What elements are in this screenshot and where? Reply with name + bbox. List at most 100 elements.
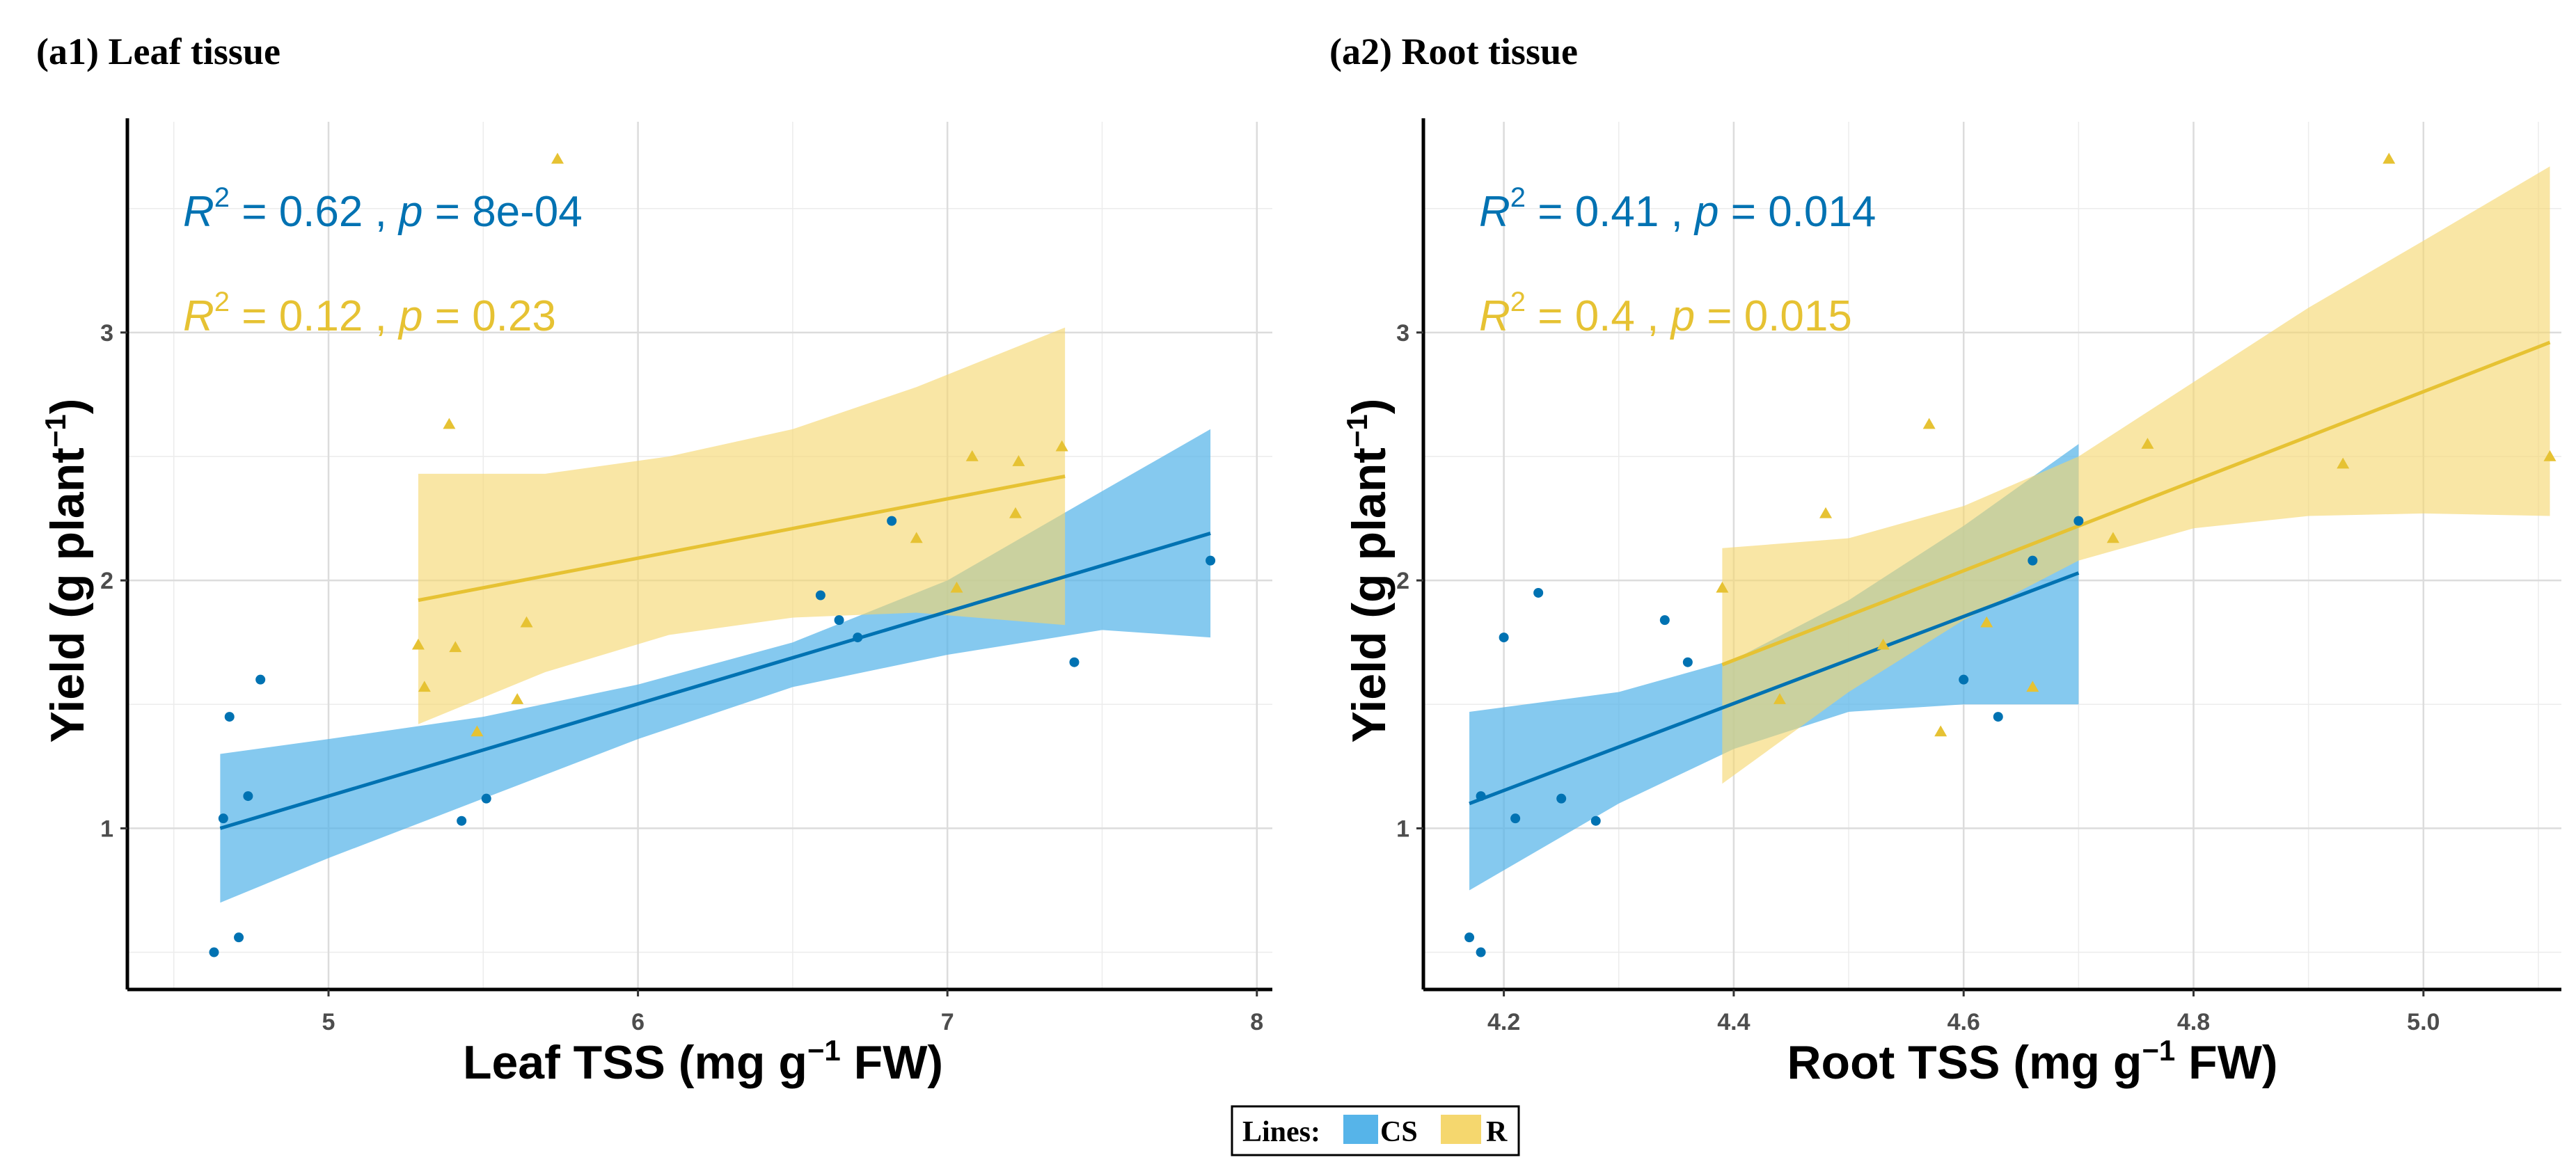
y-axis-title: Yield (g plant−1) — [39, 399, 94, 743]
fit-line-cs — [219, 532, 1211, 830]
legend: Lines: CS R — [1231, 1105, 1520, 1156]
x-tick-label: 6 — [631, 1009, 645, 1035]
legend-swatch-cs — [1343, 1115, 1378, 1144]
data-point-cs — [1464, 932, 1475, 943]
data-point-r — [1009, 507, 1022, 518]
x-tick-label: 4.6 — [1947, 1009, 1980, 1035]
data-point-cs — [1993, 712, 2003, 722]
fit-lines — [219, 475, 1211, 830]
axes — [1421, 118, 2561, 992]
data-point-cs — [457, 816, 467, 826]
legend-item-r: R — [1486, 1116, 1508, 1148]
stat-cs: R2 = 0.41 , p = 0.014 — [1479, 182, 1876, 236]
data-point-r — [2543, 450, 2557, 461]
p-value: = 0.015 — [1695, 292, 1852, 340]
stat-r: R2 = 0.4 , p = 0.015 — [1479, 287, 1852, 340]
r2-sup: 2 — [214, 287, 230, 317]
p-label: p — [397, 292, 422, 340]
data-point-r — [1716, 581, 1729, 593]
r2-label: R — [1479, 292, 1510, 340]
data-point-r — [411, 638, 425, 650]
data-point-cs — [209, 947, 219, 957]
data-point-cs — [1510, 813, 1521, 824]
y-tick-label: 1 — [1396, 816, 1409, 842]
r2-label: R — [183, 188, 214, 236]
data-point-cs — [834, 615, 844, 626]
data-point-r — [1934, 725, 1947, 737]
data-point-cs — [1499, 633, 1509, 643]
p-label: p — [397, 188, 422, 236]
legend-label: Lines: — [1242, 1116, 1320, 1148]
x-tick-label: 7 — [941, 1009, 954, 1035]
data-point-r — [1876, 638, 1890, 650]
data-point-r — [1922, 418, 1936, 429]
data-point-r — [471, 725, 484, 737]
p-value: = 0.014 — [1719, 188, 1876, 236]
y-tick-label: 3 — [1396, 320, 1409, 347]
panel-title: (a1) Leaf tissue — [36, 31, 280, 72]
p-label: p — [1693, 188, 1718, 236]
p-label: p — [1670, 292, 1695, 340]
data-point-cs — [218, 813, 228, 824]
x-tick-label: 4.8 — [2177, 1009, 2210, 1035]
axes — [125, 118, 1272, 992]
data-point-cs — [2073, 516, 2084, 526]
data-point-r — [2141, 438, 2154, 449]
p-value: = 0.23 — [423, 292, 556, 340]
y-tick-label: 3 — [100, 320, 113, 347]
data-point-cs — [255, 674, 266, 685]
tick-labels: 4.2 4.4 4.6 4.8 5.0 1 2 3 — [1396, 320, 2440, 1035]
data-points — [209, 152, 1216, 957]
y-tick-label: 2 — [100, 568, 113, 594]
data-point-cs — [481, 793, 491, 804]
data-point-r — [1773, 693, 1786, 704]
confidence-bands — [220, 327, 1211, 903]
fit-line-r — [418, 475, 1066, 603]
x-axis-title: Leaf TSS (mg g−1 FW) — [463, 1034, 943, 1089]
data-point-r — [2026, 681, 2039, 692]
data-point-cs — [234, 932, 244, 943]
data-point-r — [1055, 440, 1068, 452]
data-point-r — [449, 641, 462, 653]
data-point-r — [950, 581, 963, 593]
stats-annotations: R2 = 0.41 , p = 0.014 R2 = 0.4 , p = 0.01… — [1479, 182, 1876, 340]
data-point-cs — [1959, 674, 1969, 685]
panel-title: (a2) Root tissue — [1329, 31, 1578, 72]
legend-swatch-r — [1441, 1115, 1481, 1144]
data-point-r — [520, 616, 533, 628]
r2-sup: 2 — [1510, 287, 1526, 317]
x-tick-label: 4.2 — [1487, 1009, 1520, 1035]
r2-sup: 2 — [214, 182, 230, 213]
r2-value: = 0.62 , — [230, 188, 399, 236]
data-point-cs — [1659, 615, 1670, 626]
fit-line-cs — [1469, 571, 2080, 806]
r2-label: R — [183, 292, 214, 340]
data-point-cs — [1206, 555, 1216, 566]
x-axis-title: Root TSS (mg g−1 FW) — [1787, 1034, 2277, 1089]
confidence-band-cs — [220, 429, 1211, 903]
data-point-r — [1980, 616, 1993, 628]
data-point-r — [1012, 455, 1025, 466]
r2-value: = 0.12 , — [230, 292, 399, 340]
data-point-cs — [887, 516, 897, 526]
data-point-r — [551, 152, 564, 164]
data-point-cs — [1069, 657, 1080, 667]
data-point-cs — [1682, 657, 1693, 667]
confidence-bands — [1469, 166, 2550, 891]
data-point-r — [965, 450, 979, 461]
data-point-r — [910, 532, 923, 543]
data-point-cs — [815, 590, 825, 601]
data-point-cs — [243, 791, 253, 802]
r2-value: = 0.41 , — [1526, 188, 1695, 236]
data-point-cs — [1476, 947, 1486, 957]
r2-value: = 0.4 , — [1526, 292, 1671, 340]
data-point-r — [1819, 507, 1833, 518]
data-point-cs — [1556, 793, 1567, 804]
confidence-band-r — [1722, 166, 2550, 784]
tick-labels: 5 6 7 8 1 2 3 — [100, 320, 1263, 1035]
data-point-r — [2337, 457, 2350, 469]
x-tick-label: 8 — [1250, 1009, 1263, 1035]
x-tick-label: 5.0 — [2407, 1009, 2440, 1035]
